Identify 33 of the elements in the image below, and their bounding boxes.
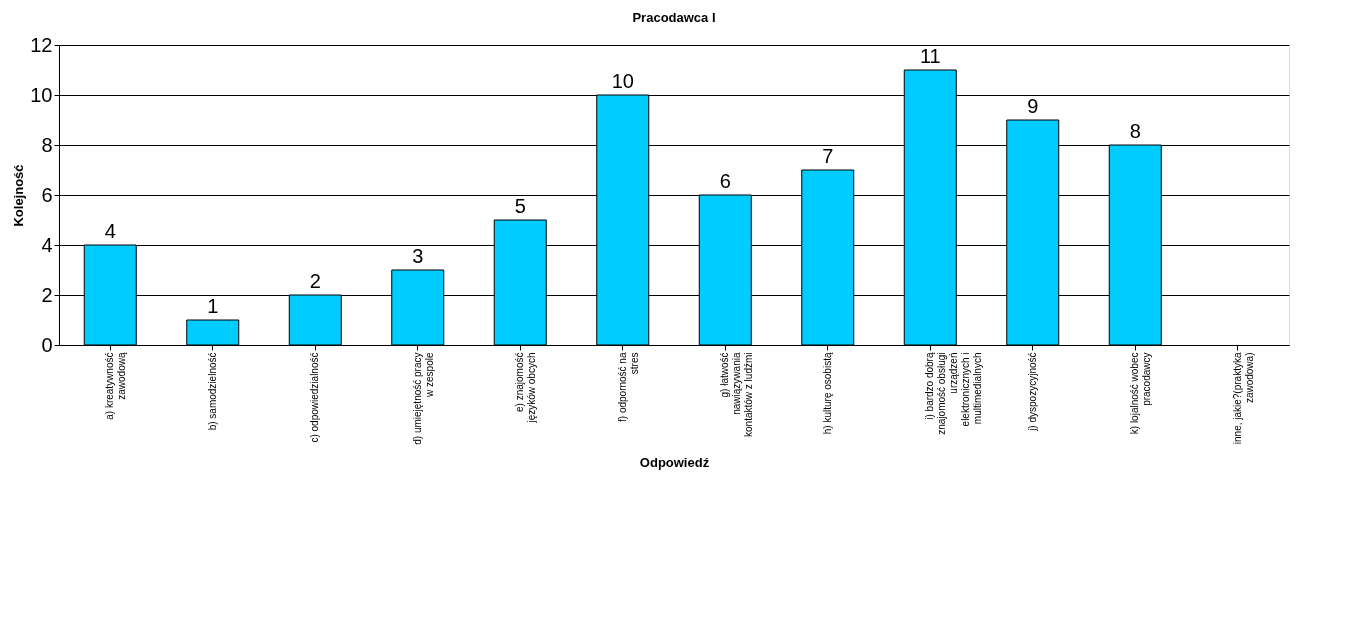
y-tick-label: 0 — [41, 333, 53, 356]
y-tick-label: 4 — [41, 233, 53, 256]
data-label: 9 — [1027, 95, 1039, 117]
data-label: 3 — [412, 245, 424, 267]
y-axis-title: Kolejność — [11, 164, 27, 227]
data-label: 6 — [719, 170, 731, 192]
y-tick-label: 2 — [41, 283, 53, 306]
y-tick-label: 6 — [41, 183, 53, 206]
data-label: 1 — [207, 295, 219, 317]
x-tick-label: b) samodzielność — [206, 352, 218, 431]
x-tick-label: a) kreatywność zawodową — [104, 352, 128, 420]
y-tick-label: 12 — [30, 33, 53, 56]
data-label: 2 — [309, 270, 321, 292]
chart-title: Pracodawca I — [632, 10, 716, 25]
data-label: 7 — [822, 145, 834, 167]
x-axis-title: Odpowiedź — [639, 454, 710, 470]
x-tick-label: c) odpowiedzialność — [309, 352, 321, 443]
x-tick-label: h) kulturę osobistą — [821, 352, 833, 435]
x-tick-label: g) łatwość nawiązywania kontaktów z ludźmi — [719, 352, 755, 437]
x-tick-label: f) odporność na stres — [616, 352, 640, 422]
x-tick-label: k) lojalność wobec pracodawcy — [1129, 352, 1153, 435]
data-label: 5 — [514, 195, 526, 217]
data-label: 8 — [1129, 120, 1141, 142]
y-tick-label: 8 — [41, 133, 53, 156]
x-tick-label: d) umiejętność pracy w zespole — [411, 352, 435, 445]
data-label: 11 — [919, 45, 941, 67]
data-label: 4 — [104, 220, 116, 242]
x-tick-label: e) znajomość języków obcych — [514, 352, 538, 424]
x-tick-label: inne, jakie?(praktyka zawodowa) — [1231, 352, 1255, 445]
y-tick-label: 10 — [30, 83, 53, 106]
x-tick-label: i) bardzo dobrą znajomość obsługi urządzeń elektronicznych i multimedialnych — [924, 352, 984, 435]
data-label: 10 — [611, 70, 634, 92]
x-tick-label: j) dyspozycyjność — [1026, 352, 1038, 432]
